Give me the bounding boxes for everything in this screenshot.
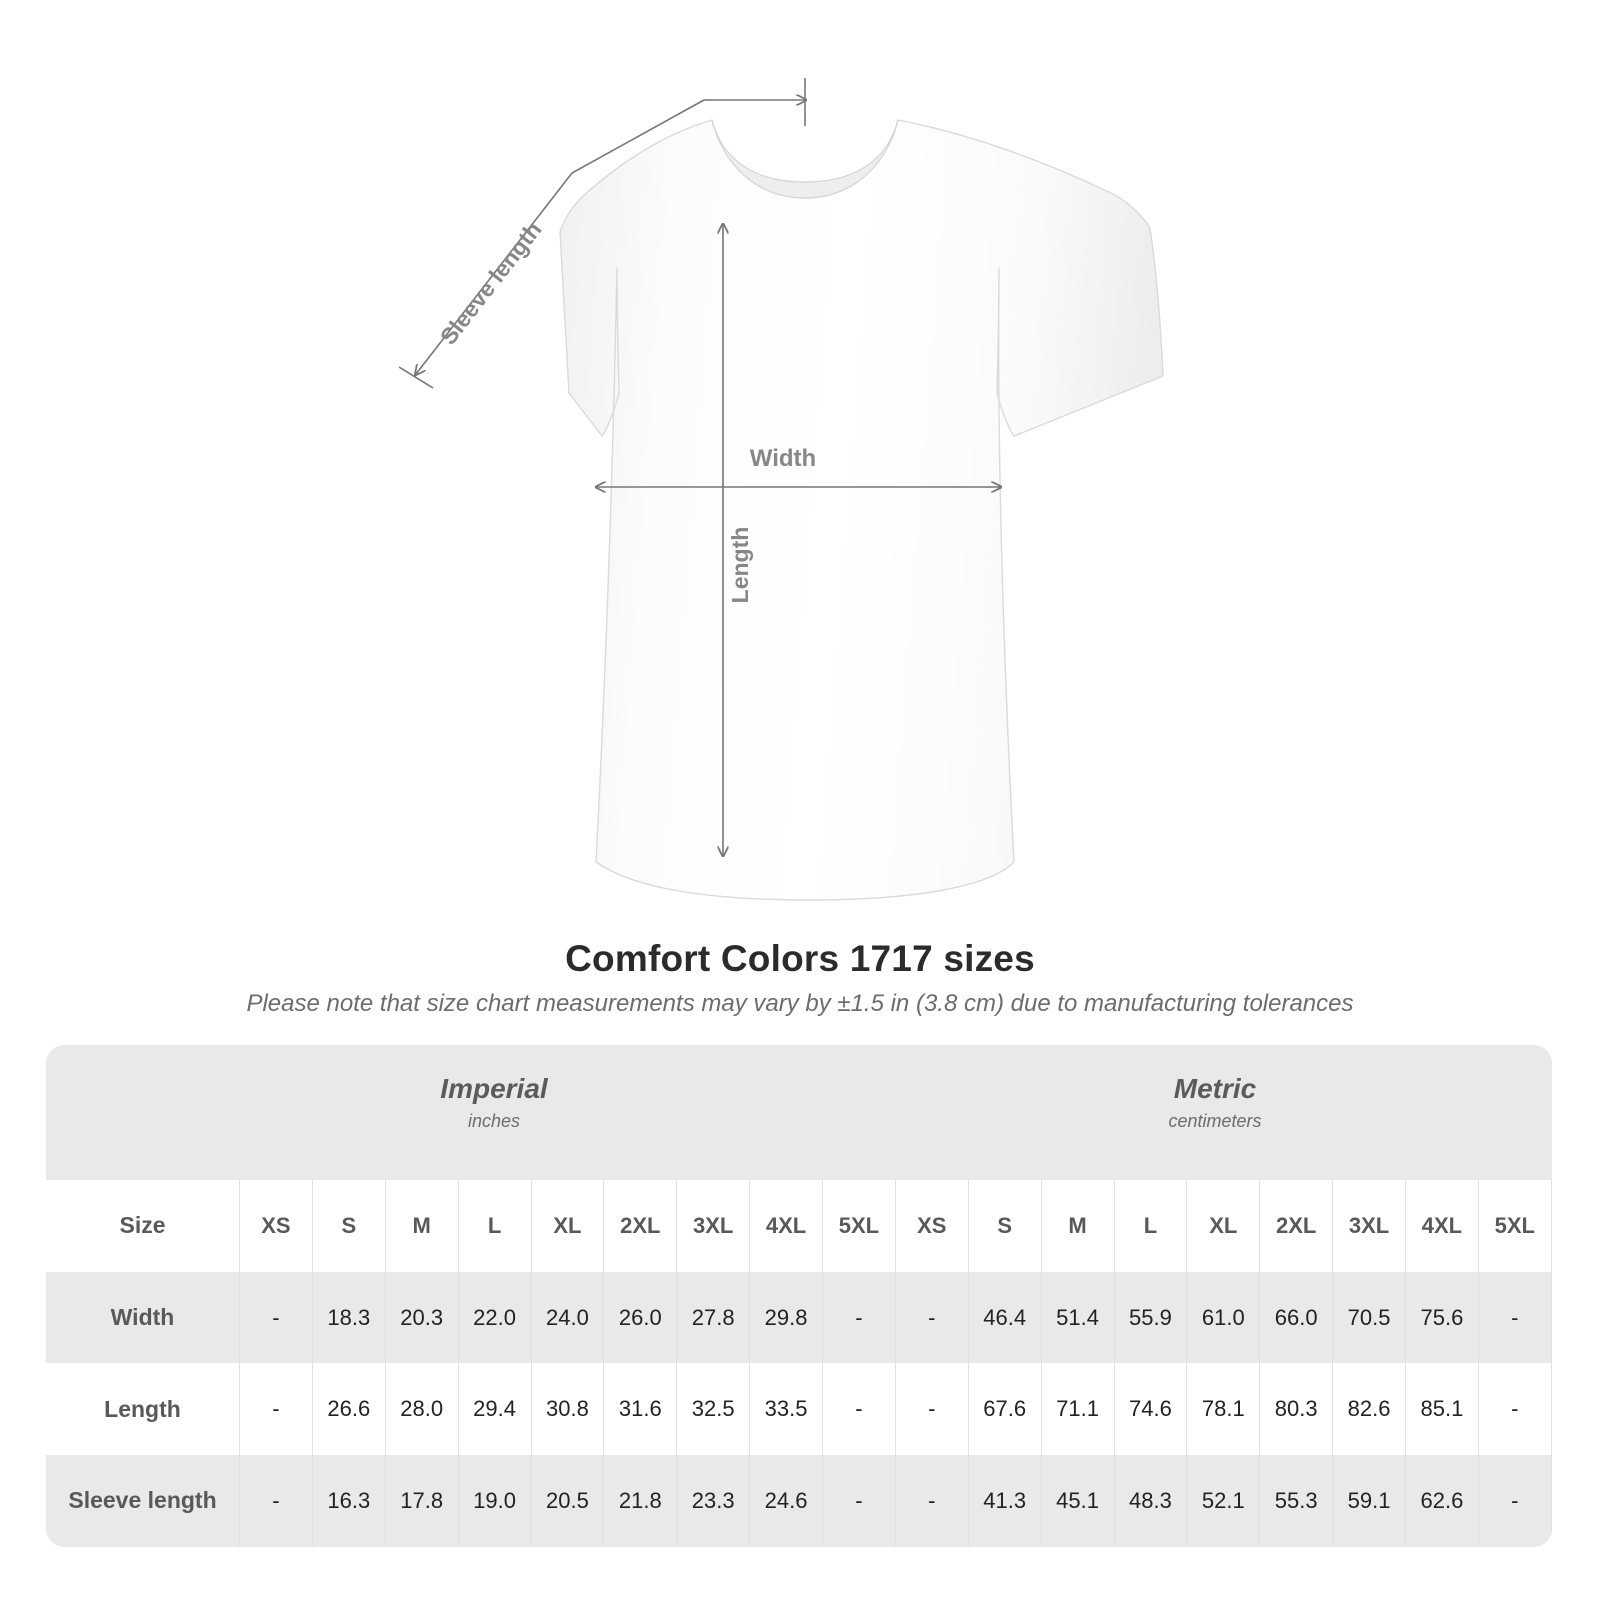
svg-text:Sleeve length: Sleeve length (435, 217, 547, 350)
svg-text:Length: Length (727, 527, 753, 604)
svg-text:Width: Width (750, 445, 816, 472)
